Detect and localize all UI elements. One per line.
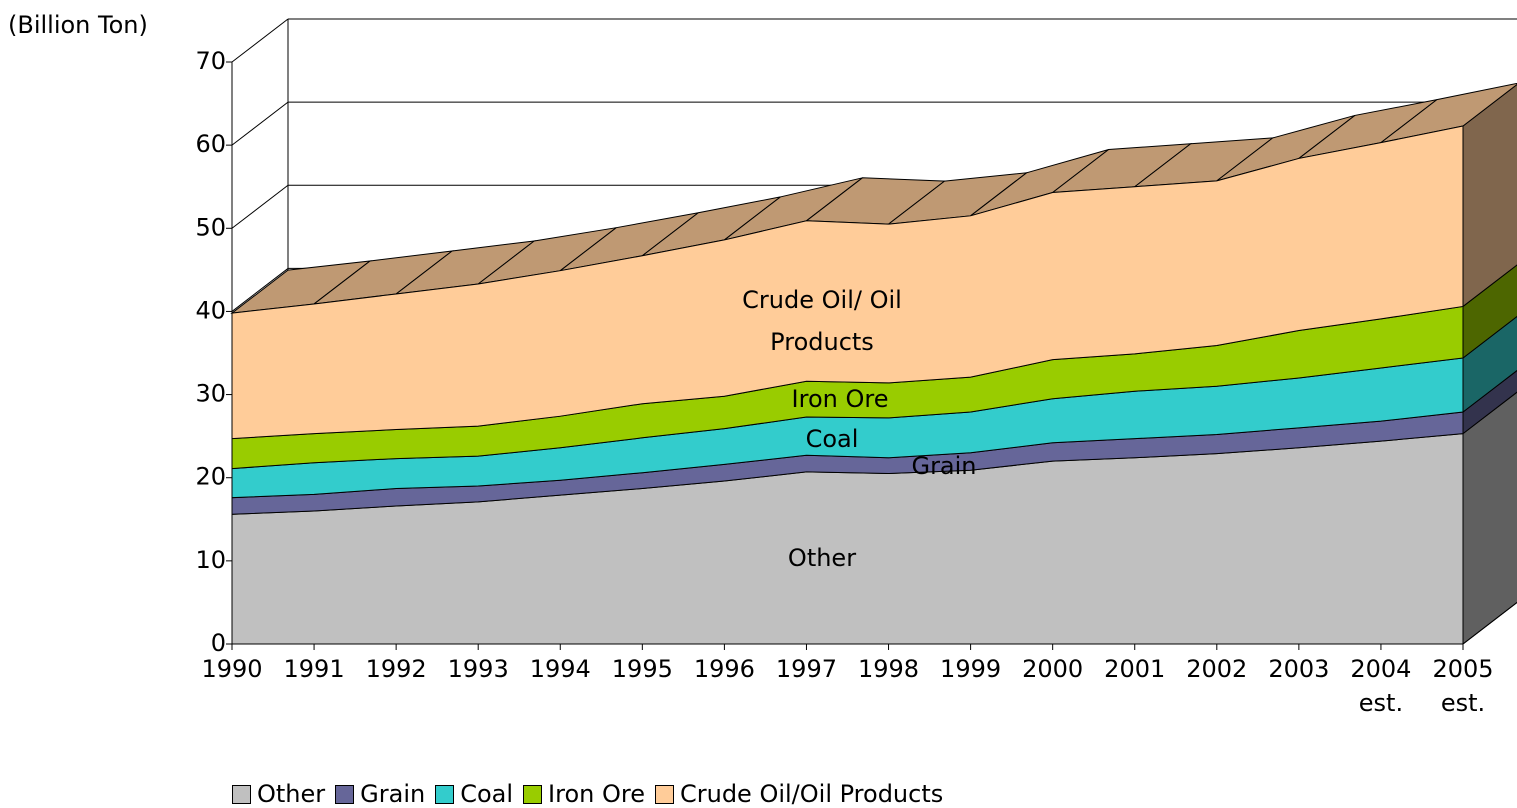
grid-line (231, 268, 289, 312)
y-tick-label: 40 (195, 296, 226, 324)
x-tick-label: 1996 (693, 655, 755, 683)
x-tick-label: 1991 (283, 655, 345, 683)
legend-swatch (523, 784, 543, 804)
grid-line (231, 184, 289, 229)
legend-item: Other (232, 780, 325, 808)
x-tick-label: 2002 (1186, 655, 1248, 683)
x-tick-label: 2005 est. (1432, 655, 1494, 717)
legend-label: Other (257, 780, 326, 808)
y-tick-label: 30 (195, 380, 226, 408)
legend-swatch (435, 784, 455, 804)
x-tick-label: 1994 (529, 655, 591, 683)
x-tick-label: 1999 (940, 655, 1002, 683)
legend-item: Iron Ore (523, 780, 645, 808)
area (231, 125, 1464, 440)
annotation: Iron Ore (791, 385, 889, 413)
x-tick-label: 2004 est. (1350, 655, 1412, 717)
annotation: Grain (911, 452, 977, 480)
x-tick-label: 1992 (365, 655, 427, 683)
x-tick-label: 1997 (775, 655, 837, 683)
y-tick-label: 10 (195, 546, 226, 574)
x-tick-label: 2001 (1104, 655, 1166, 683)
side-face (1462, 391, 1517, 646)
x-tick-label: 1998 (857, 655, 920, 683)
y-tick-label: 50 (195, 213, 226, 241)
x-tick-label: 2000 (1022, 655, 1084, 683)
legend-label: Iron Ore (548, 780, 645, 808)
y-tick-label: 70 (195, 47, 226, 75)
floor-edge (1462, 601, 1517, 645)
legend-item: Grain (335, 780, 425, 808)
grid-line (231, 101, 289, 146)
legend-item: Crude Oil/Oil Products (654, 780, 944, 808)
legend-label: Grain (360, 780, 426, 808)
legend-swatch (335, 784, 355, 804)
legend-label: Coal (460, 780, 514, 808)
y-axis-label: (Billion Ton) (8, 11, 148, 39)
y-tick-label: 60 (195, 130, 226, 158)
x-tick-label: 2003 (1268, 655, 1330, 683)
annotation: Coal (805, 425, 859, 453)
y-tick-label: 20 (195, 463, 226, 491)
y-tick-label: 0 (211, 629, 226, 657)
grid-line (231, 18, 289, 63)
x-tick-label: 1993 (447, 655, 509, 683)
annotation: Crude Oil/ Oil Products (742, 286, 902, 356)
legend-swatch (654, 784, 674, 804)
legend-swatch (232, 784, 251, 804)
legend-item: Coal (435, 780, 513, 808)
annotation: Other (787, 544, 857, 572)
legend-label: Crude Oil/Oil Products (679, 780, 944, 808)
x-tick-label: 1995 (611, 655, 673, 683)
x-tick-label: 1990 (201, 655, 263, 683)
legend: Other Grain Coal Iron Ore Crude Oil/Oil Prod… (232, 780, 943, 808)
